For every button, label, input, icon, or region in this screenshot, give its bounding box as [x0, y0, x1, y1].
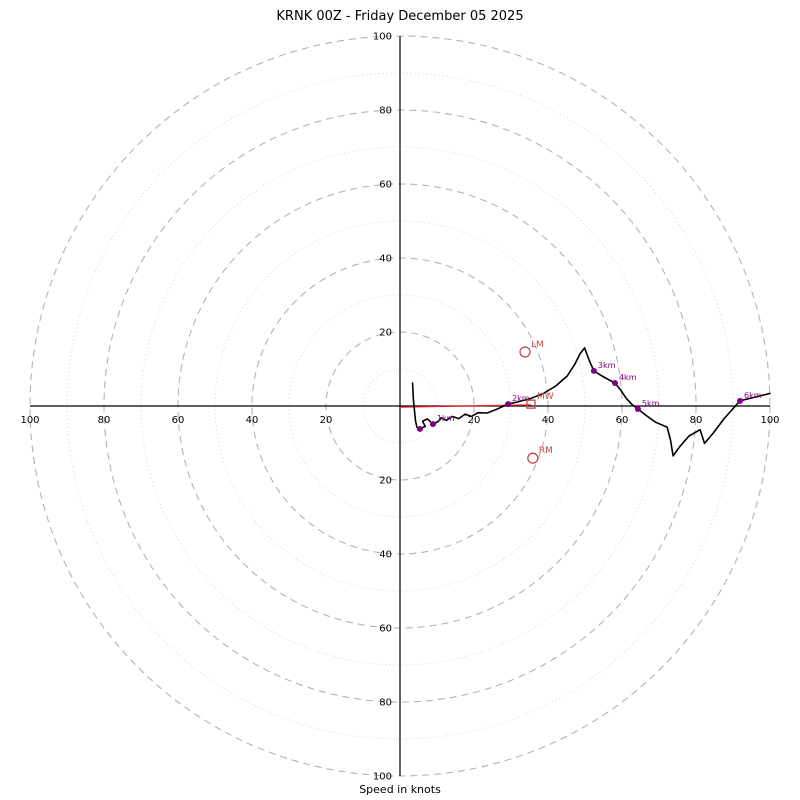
y-tick-label-bottom: 60 — [379, 624, 392, 635]
x-tick-label-right: 80 — [690, 415, 703, 426]
storm-marker-rm — [527, 452, 539, 464]
x-tick-label-left: 100 — [20, 415, 39, 426]
km-marker-5km — [634, 405, 641, 412]
y-tick-label-bottom: 100 — [373, 772, 392, 783]
x-axis-label: Speed in knots — [359, 783, 441, 796]
storm-marker-mw — [526, 399, 536, 409]
km-marker-label: 2km — [512, 394, 530, 403]
km-marker-label: 1km — [437, 414, 455, 423]
y-tick-label-top: 40 — [379, 254, 392, 265]
x-tick-label-left: 80 — [98, 415, 111, 426]
y-tick-label-top: 20 — [379, 328, 392, 339]
x-tick-label-left: 40 — [246, 415, 259, 426]
storm-marker-label: RM — [539, 446, 553, 456]
km-marker-label: 6km — [744, 391, 762, 400]
km-marker-4km — [611, 380, 618, 387]
storm-marker-label: MW — [537, 392, 554, 402]
km-marker-label: 5km — [642, 399, 660, 408]
x-tick-label-left: 20 — [320, 415, 333, 426]
km-marker-sfc — [416, 425, 423, 432]
y-tick-label-bottom: 40 — [379, 550, 392, 561]
y-tick-label-bottom: 80 — [379, 698, 392, 709]
x-tick-label-left: 60 — [172, 415, 185, 426]
km-marker-3km — [590, 367, 597, 374]
x-tick-label-right: 20 — [468, 415, 481, 426]
storm-marker-label: LM — [531, 340, 544, 350]
y-tick-label-top: 80 — [379, 106, 392, 117]
y-tick-label-top: 60 — [379, 180, 392, 191]
y-tick-label-top: 100 — [373, 32, 392, 43]
plot-title: KRNK 00Z - Friday December 05 2025 — [276, 9, 524, 24]
km-marker-1km — [429, 421, 436, 428]
x-tick-label-right: 60 — [616, 415, 629, 426]
storm-marker-lm — [519, 346, 531, 358]
km-marker-label: 4km — [619, 373, 637, 382]
y-tick-label-bottom: 20 — [379, 476, 392, 487]
x-tick-label-right: 40 — [542, 415, 555, 426]
km-marker-label: 3km — [598, 361, 616, 370]
x-tick-label-right: 100 — [760, 415, 779, 426]
km-marker-2km — [505, 401, 512, 408]
km-marker-6km — [737, 397, 744, 404]
hodograph-trace — [411, 347, 771, 457]
